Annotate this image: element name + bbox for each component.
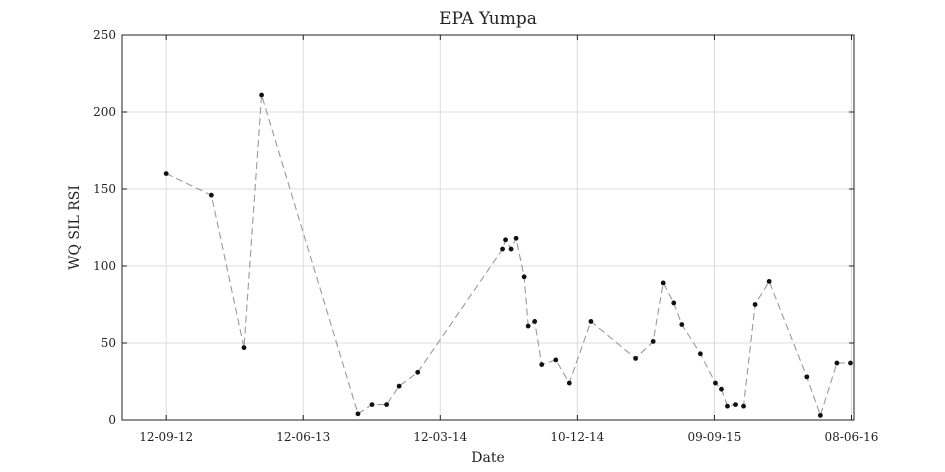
data-point (500, 246, 505, 252)
data-point (713, 380, 718, 386)
x-tick-label: 12-06-13 (276, 430, 330, 444)
data-point (588, 319, 594, 324)
data-point (355, 411, 361, 417)
data-point (697, 351, 703, 357)
y-tick-label: 150 (93, 182, 116, 196)
data-point (660, 280, 666, 286)
y-tick-label: 250 (93, 28, 116, 42)
data-point (513, 235, 519, 241)
series-layer (163, 92, 853, 418)
data-point (566, 380, 572, 386)
data-point (766, 279, 772, 284)
plot-frame (121, 34, 855, 421)
data-point (163, 171, 169, 177)
tick-layer: 0 50 100 150 200 250 12-09-12 12-06-13 12-03-14 1… (93, 28, 878, 444)
series-line (165, 94, 851, 418)
data-point (671, 300, 677, 306)
y-tick-label: 50 (101, 336, 116, 350)
y-tick-label: 100 (93, 259, 116, 273)
data-point (508, 246, 514, 252)
data-point (719, 386, 724, 392)
data-point (539, 362, 545, 367)
data-point (650, 339, 656, 344)
data-point (752, 302, 758, 307)
x-tick-label: 08-06-16 (825, 430, 879, 444)
data-point (369, 402, 375, 407)
x-tick-label: 09-09-15 (687, 430, 741, 444)
data-point (804, 374, 810, 380)
y-tick-label: 200 (93, 105, 116, 119)
data-point (553, 357, 559, 363)
data-point (848, 360, 853, 366)
y-axis-label: WQ SIL RSI (67, 185, 83, 270)
data-point (725, 403, 730, 409)
data-point (525, 323, 531, 329)
data-point (741, 403, 746, 409)
data-point (834, 360, 840, 366)
data-point (241, 345, 247, 351)
data-point (208, 192, 214, 198)
data-point (384, 402, 389, 407)
data-point (733, 402, 738, 407)
x-tick-label: 12-03-14 (413, 430, 467, 444)
data-point (817, 412, 823, 418)
data-point (532, 319, 538, 324)
data-point (259, 92, 264, 98)
data-point (503, 237, 508, 243)
chart-title: EPA Yumpa (439, 9, 537, 29)
x-tick-label: 12-09-12 (139, 430, 193, 444)
data-point (396, 383, 402, 389)
data-point (679, 322, 685, 327)
x-tick-label: 10-12-14 (550, 430, 604, 444)
data-point (415, 369, 421, 375)
data-point (521, 274, 527, 280)
data-point (633, 356, 639, 361)
x-axis-label: Date (471, 450, 504, 466)
y-tick-label: 0 (108, 413, 116, 427)
grid-layer (122, 34, 854, 421)
